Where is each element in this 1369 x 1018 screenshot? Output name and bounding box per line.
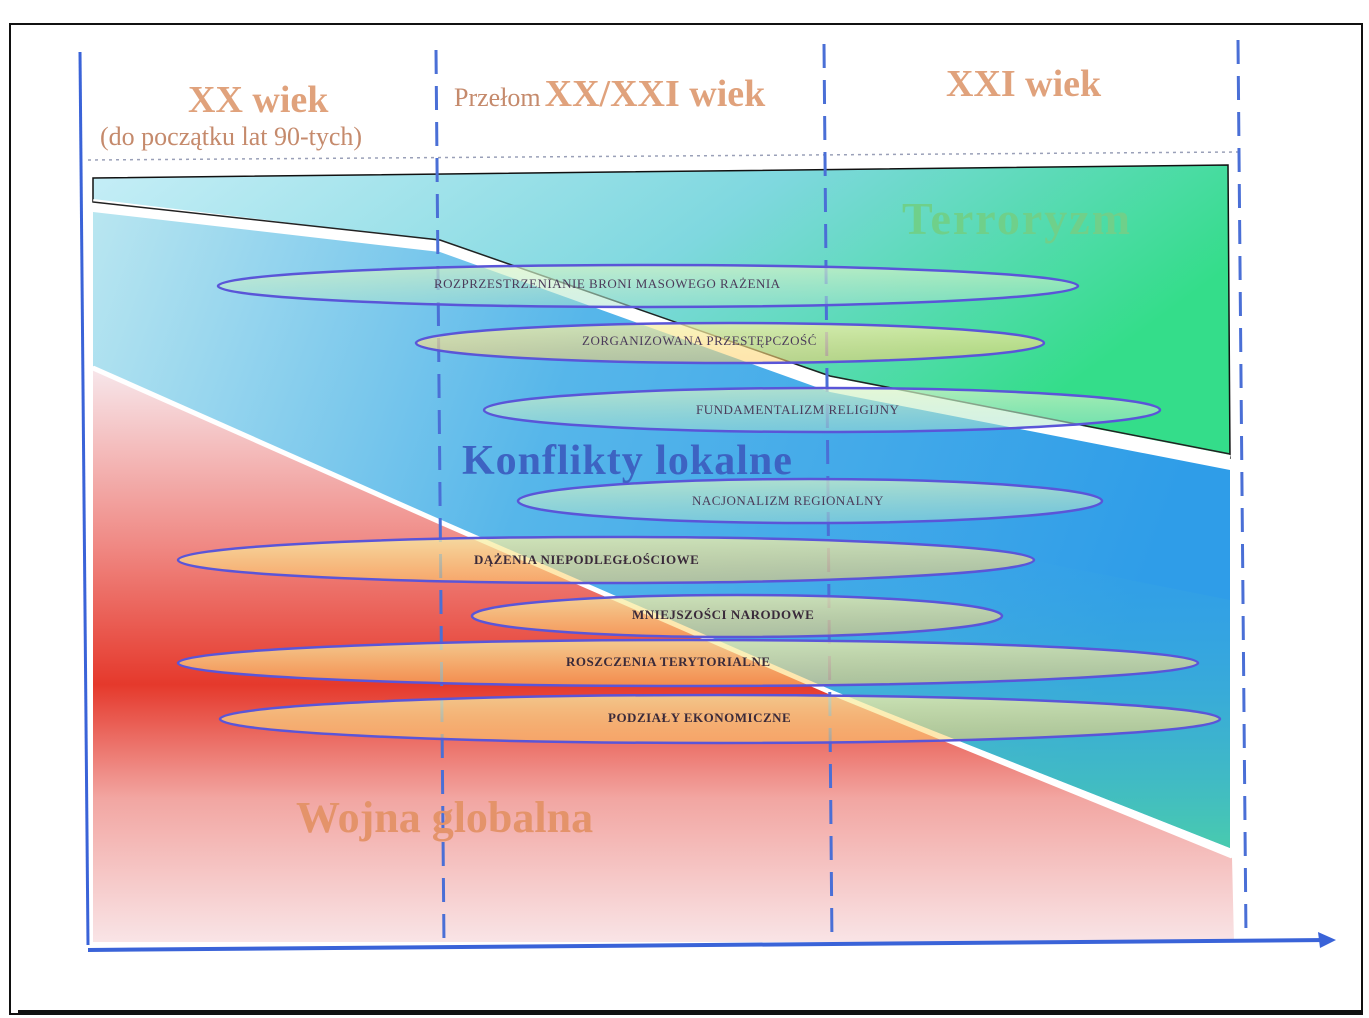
era-divider-right (1236, 39, 1248, 939)
era-divider-1 (434, 49, 446, 946)
era-transition-prefix: Przełom (454, 83, 541, 112)
time-axis (87, 938, 1329, 952)
threat-label-independence: DĄŻENIA NIEPODLEGŁOŚCIOWE (474, 552, 700, 567)
ellipse-proliferation (216, 263, 1080, 309)
header-separator (87, 151, 1239, 161)
threat-ellipses (176, 263, 1222, 745)
threat-label-organized-crime: ZORGANIZOWANA PRZESTĘPCZOŚĆ (582, 333, 817, 348)
era-transition-label: XX/XXI wiek (544, 73, 766, 115)
era-xx-subtitle: (do początku lat 90-tych) (100, 122, 363, 151)
threat-label-minorities: MNIEJSZOŚCI NARODOWE (632, 607, 815, 622)
era-divider-left (78, 51, 90, 946)
era-xx-title: XX wiek (188, 79, 329, 121)
ellipse-minorities (470, 593, 1004, 639)
era-xxi-title: XXI wiek (946, 63, 1102, 105)
threat-label-territorial: ROSZCZENIA TERYTORIALNE (566, 654, 771, 669)
ellipse-territorial (176, 638, 1200, 688)
ellipse-organized-crime (414, 321, 1046, 365)
threat-label-nationalism: NACJONALIZM REGIONALNY (692, 493, 884, 508)
ellipse-fundamentalism (482, 386, 1162, 434)
ellipse-nationalism (516, 477, 1104, 525)
zone-label-terrorism: Terroryzm (902, 193, 1133, 244)
zone-label-local-conflicts: Konflikty lokalne (462, 438, 793, 484)
ellipse-independence (176, 535, 1036, 585)
threat-label-economic: PODZIAŁY EKONOMICZNE (608, 710, 792, 725)
time-axis-arrowhead (1318, 932, 1336, 948)
era-transition-title: Przełom XX/XXI wiek (454, 72, 765, 116)
threat-label-fundamentalism: FUNDAMENTALIZM RELIGIJNY (696, 402, 900, 417)
threat-label-proliferation: ROZPRZESTRZENIANIE BRONI MASOWEGO RAŻENI… (434, 276, 781, 291)
zone-label-global-war: Wojna globalna (296, 793, 594, 842)
ellipse-economic (218, 693, 1222, 745)
